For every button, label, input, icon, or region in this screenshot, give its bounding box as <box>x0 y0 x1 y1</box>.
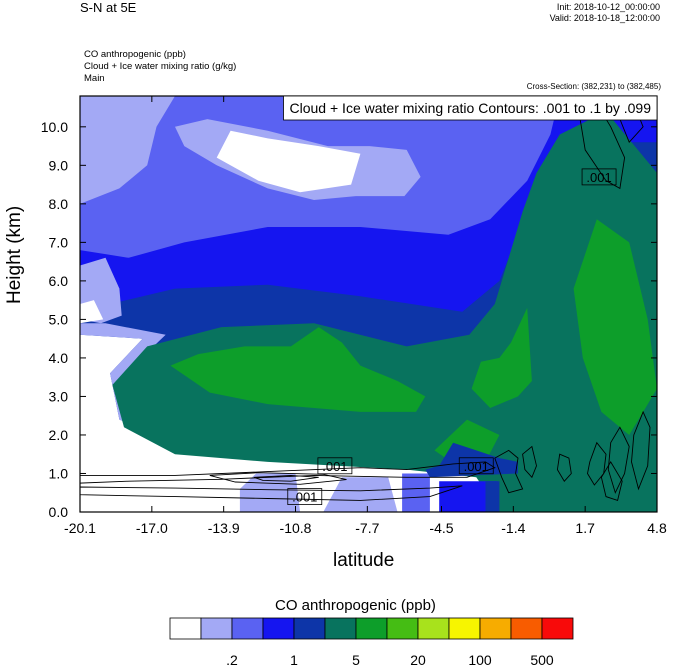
y-tick-label-2: 2.0 <box>49 427 69 443</box>
co-region-9 <box>216 130 361 193</box>
contour-label-layer: .001 .001 .001 .001 <box>287 168 617 505</box>
cloud-contour-6 <box>494 449 524 494</box>
colorbar-label-2: 5 <box>352 652 360 668</box>
co-region-1 <box>170 327 426 412</box>
co-region-13 <box>402 473 430 512</box>
co-region-12 <box>323 477 398 512</box>
colorbar-swatch-7 <box>386 617 419 640</box>
colorbar-swatch-9 <box>448 617 481 640</box>
x-tick-label-2: -13.9 <box>208 520 240 536</box>
colorbar-swatch-3 <box>262 617 295 640</box>
cloud-contour-2 <box>209 472 347 485</box>
y-tick-label-8: 8.0 <box>49 196 69 212</box>
y-axis-label: Height (km) <box>4 205 25 304</box>
colorbar-label-4: 100 <box>468 652 492 668</box>
colorbar-swatch-10 <box>479 617 512 640</box>
field-label-co: CO anthropogenic (ppb) <box>84 49 186 60</box>
contour-info-background <box>283 95 658 121</box>
y-tick-label-0: 0.0 <box>49 504 69 520</box>
colorbar-label-3: 20 <box>410 652 426 668</box>
x-tick-label-4: -7.7 <box>355 520 379 536</box>
init-time: Init: 2018-10-12_00:00:00 <box>556 2 660 12</box>
contour-label-0: .001 <box>586 170 611 185</box>
colorbar: .2 1 5 20 100 500 <box>169 617 574 668</box>
cloud-contour-10 <box>607 426 630 494</box>
co-region-10 <box>80 300 104 324</box>
contour-label-3: .001 <box>292 490 317 505</box>
y-tick-label-3: 3.0 <box>49 388 69 404</box>
colorbar-swatch-0 <box>169 617 202 640</box>
colorbar-swatch-2 <box>231 617 264 640</box>
cloud-contour-1 <box>79 485 463 501</box>
contour-info-text: Cloud + Ice water mixing ratio Contours:… <box>290 100 652 116</box>
x-tick-label-8: 4.8 <box>647 520 667 536</box>
field-label-cloud: Cloud + Ice water mixing ratio (g/kg) <box>84 61 237 72</box>
colorbar-swatch-1 <box>200 617 233 640</box>
y-tick-label-7: 7.0 <box>49 234 69 250</box>
x-tick-label-3: -10.8 <box>280 520 312 536</box>
colorbar-label-1: 1 <box>290 652 298 668</box>
cloud-contour-3 <box>253 474 319 482</box>
x-tick-label-7: 1.7 <box>575 520 595 536</box>
co-region-16 <box>425 442 518 478</box>
y-tick-label-1: 1.0 <box>49 465 69 481</box>
y-tick-label-9: 9.0 <box>49 157 69 173</box>
contour-label-2: .001 <box>464 459 489 474</box>
co-region-4 <box>573 219 657 435</box>
x-tick-label-1: -17.0 <box>136 520 168 536</box>
colorbar-swatch-12 <box>541 617 574 640</box>
x-tick-label-6: -1.4 <box>501 520 525 536</box>
cross-section-label: Cross-Section: (382,231) to (382,485) <box>526 82 661 91</box>
co-region-15 <box>485 481 500 512</box>
colorbar-label-5: 500 <box>530 652 554 668</box>
contour-label-box-2 <box>458 457 494 475</box>
field-label-domain: Main <box>84 73 105 84</box>
colorbar-label-0: .2 <box>226 652 238 668</box>
contour-info-box: Cloud + Ice water mixing ratio Contours:… <box>283 95 658 121</box>
y-tick-label-4: 4.0 <box>49 350 69 366</box>
contour-label-box-1 <box>317 457 353 475</box>
valid-time: Valid: 2018-10-18_12:00:00 <box>549 13 660 23</box>
cloud-contour-0 <box>79 461 496 484</box>
co-shading-layer <box>80 96 657 513</box>
contour-label-1: .001 <box>322 459 347 474</box>
co-region-2 <box>471 307 532 408</box>
contour-label-box-3 <box>287 488 323 505</box>
y-tick-label-6: 6.0 <box>49 273 69 289</box>
cloud-contour-12 <box>600 461 623 501</box>
cloud-contour-8 <box>556 453 572 482</box>
x-axis-label: latitude <box>333 550 395 571</box>
colorbar-swatch-5 <box>324 617 357 640</box>
co-region-0 <box>112 111 657 513</box>
plot-title: S-N at 5E <box>80 0 137 15</box>
colorbar-swatch-11 <box>510 617 543 640</box>
colorbar-title: CO anthropogenic (ppb) <box>275 597 436 614</box>
cloud-contour-11 <box>631 410 651 491</box>
x-tick-label-5: -4.5 <box>429 520 453 536</box>
y-tick-label-10: 10.0 <box>41 119 68 135</box>
contour-label-box-0 <box>581 168 617 186</box>
y-tick-label-5: 5.0 <box>49 311 69 327</box>
co-region-5 <box>80 96 175 204</box>
cloud-contour-7 <box>522 445 537 479</box>
colorbar-swatch-8 <box>417 617 450 640</box>
colorbar-swatch-4 <box>293 617 326 640</box>
axes-layer: -20.1 -17.0 -13.9 -10.8 -7.7 -4.5 -1.4 1.7 4.8 0.… <box>41 96 667 536</box>
x-tick-label-0: -20.1 <box>64 520 96 536</box>
colorbar-swatch-6 <box>355 617 388 640</box>
